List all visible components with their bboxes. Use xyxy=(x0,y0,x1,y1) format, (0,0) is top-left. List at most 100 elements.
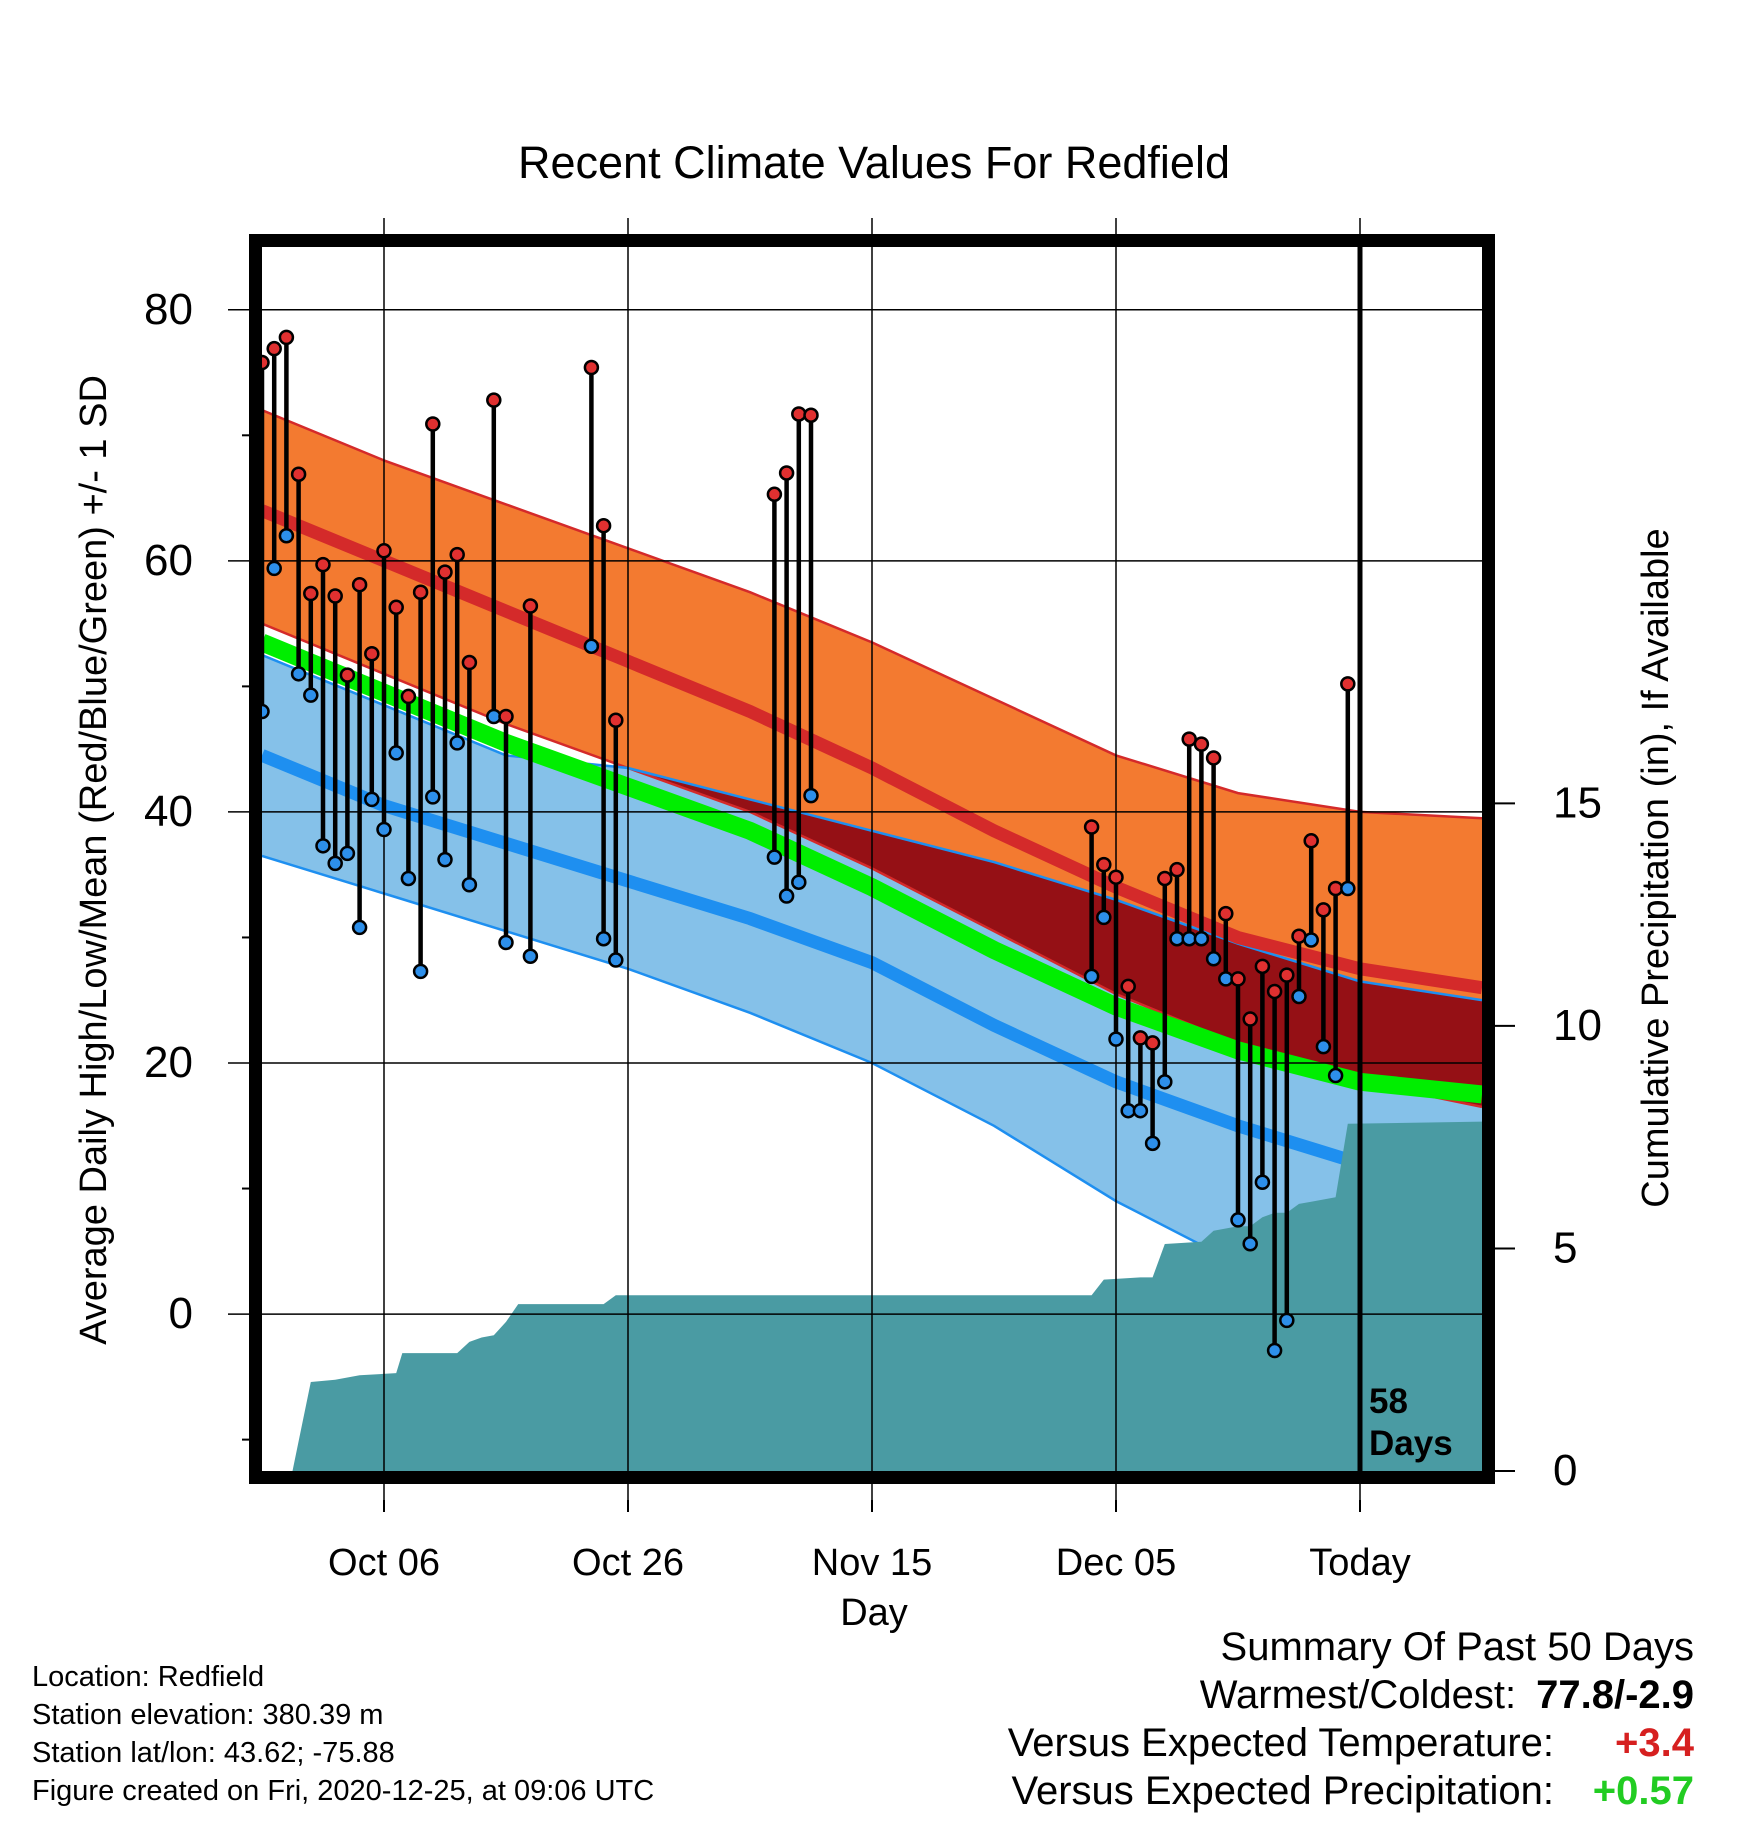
daily-high-point xyxy=(315,556,331,573)
warmest-label: Warmest/Coldest: xyxy=(1199,1673,1517,1717)
daily-low-point xyxy=(1315,1038,1332,1055)
daily-low-point xyxy=(803,787,819,804)
daily-high-point xyxy=(449,546,465,563)
y2-tick-label: 15 xyxy=(1553,778,1602,827)
elevation-text: Station elevation: 380.39 m xyxy=(32,1699,384,1731)
daily-low-point xyxy=(449,735,465,751)
daily-low-point xyxy=(1242,1236,1258,1252)
daily-high-point xyxy=(486,392,502,408)
daily-low-point xyxy=(266,560,282,577)
y-tick-label: 60 xyxy=(144,536,193,585)
y-tick-label: 20 xyxy=(144,1038,193,1087)
band-overlap-region xyxy=(628,768,1482,1107)
y2-tick-label: 5 xyxy=(1553,1223,1577,1272)
temp-label: Versus Expected Temperature: xyxy=(1007,1721,1554,1765)
y-axis-title: Average Daily High/Low/Mean (Red/Blue/Gr… xyxy=(73,375,115,1345)
x-tick-label: Dec 05 xyxy=(1056,1542,1176,1584)
latlon-text: Station lat/lon: 43.62; -75.88 xyxy=(32,1737,395,1769)
daily-high-point xyxy=(1205,750,1222,766)
daily-high-point xyxy=(498,708,514,725)
daily-low-point xyxy=(388,745,404,761)
daily-low-point xyxy=(1144,1135,1161,1152)
y-tick-label: 40 xyxy=(144,787,193,836)
daily-high-point xyxy=(425,416,441,432)
daily-low-point xyxy=(1279,1312,1295,1329)
daily-high-point xyxy=(1157,870,1173,887)
daily-low-point xyxy=(498,934,514,951)
daily-high-point xyxy=(1096,856,1112,873)
daily-high-point xyxy=(400,688,417,705)
daily-high-point xyxy=(364,645,380,662)
daily-low-point xyxy=(608,952,624,968)
daily-high-point xyxy=(778,465,795,481)
daily-high-point xyxy=(1242,1011,1258,1027)
daily-low-point xyxy=(1083,968,1100,985)
daily-low-point xyxy=(791,874,807,890)
daily-high-point xyxy=(1254,958,1271,975)
daily-low-point xyxy=(1327,1067,1344,1084)
daily-high-point xyxy=(1266,983,1283,1000)
daily-high-point xyxy=(376,543,392,559)
x-tick-label: Oct 26 xyxy=(572,1542,684,1584)
daily-high-point xyxy=(388,599,404,616)
daily-high-point xyxy=(327,588,343,604)
daily-high-point xyxy=(583,359,600,376)
daily-low-point xyxy=(1230,1212,1246,1228)
daily-high-point xyxy=(351,576,368,593)
daily-high-point xyxy=(412,584,429,600)
daily-low-point xyxy=(1266,1342,1283,1359)
daily-high-point xyxy=(1120,978,1136,995)
daily-high-point xyxy=(266,340,282,357)
daily-high-point xyxy=(803,407,819,423)
daily-low-point xyxy=(425,789,441,805)
summary-heading: Summary Of Past 50 Days xyxy=(1220,1625,1694,1669)
daily-low-point xyxy=(339,845,356,862)
daily-low-point xyxy=(351,919,368,936)
precip-label: Versus Expected Precipitation: xyxy=(1011,1769,1554,1813)
daily-high-point xyxy=(1169,861,1185,878)
today-days-label-line: 58 xyxy=(1369,1382,1408,1421)
daily-high-point xyxy=(437,564,453,580)
warmest-value: 77.8/-2.9 xyxy=(1536,1673,1694,1717)
daily-high-point xyxy=(595,517,612,534)
chart-title: Recent Climate Values For Redfield xyxy=(518,137,1230,188)
daily-low-point xyxy=(1254,1174,1271,1191)
x-tick-label: Oct 06 xyxy=(328,1542,440,1584)
daily-high-point xyxy=(1303,833,1319,849)
location-text: Location: Redfield xyxy=(32,1661,265,1693)
daily-high-point xyxy=(791,406,807,422)
summary-warmest-row: Warmest/Coldest: 77.8/-2.9 xyxy=(1008,1671,1694,1719)
station-info: Location: Redfield Station elevation: 38… xyxy=(32,1658,654,1810)
daily-high-point xyxy=(1144,1035,1161,1051)
daily-low-point xyxy=(376,821,392,838)
daily-low-point xyxy=(583,638,600,654)
daily-high-point xyxy=(522,598,539,614)
precip-value: +0.57 xyxy=(1592,1769,1694,1813)
daily-low-point xyxy=(327,855,343,872)
daily-high-point xyxy=(339,667,356,683)
daily-low-point xyxy=(1108,1031,1124,1047)
y-tick-label: 80 xyxy=(144,285,193,334)
summary-precip-row: Versus Expected Precipitation: +0.57 xyxy=(1008,1767,1694,1815)
daily-low-point xyxy=(400,870,417,887)
daily-low-point xyxy=(1205,951,1222,967)
daily-high-point xyxy=(1083,819,1100,835)
daily-observations xyxy=(254,329,1356,1359)
daily-low-point xyxy=(1132,1102,1149,1119)
daily-high-point xyxy=(461,654,478,671)
daily-high-point xyxy=(1108,869,1124,885)
y2-tick-label: 10 xyxy=(1553,1001,1602,1050)
daily-low-point xyxy=(1303,932,1319,948)
daily-high-point xyxy=(608,712,624,729)
temp-value: +3.4 xyxy=(1615,1721,1694,1765)
summary-panel: Summary Of Past 50 Days Warmest/Coldest:… xyxy=(1008,1623,1694,1815)
created-text: Figure created on Fri, 2020-12-25, at 09… xyxy=(32,1775,655,1807)
daily-low-point xyxy=(1096,909,1112,926)
y2-tick-label: 0 xyxy=(1553,1446,1577,1495)
daily-high-point xyxy=(1315,902,1332,918)
daily-low-point xyxy=(595,930,612,947)
daily-low-point xyxy=(461,876,478,893)
summary-temp-row: Versus Expected Temperature: +3.4 xyxy=(1008,1719,1694,1767)
daily-low-point xyxy=(1340,880,1356,897)
